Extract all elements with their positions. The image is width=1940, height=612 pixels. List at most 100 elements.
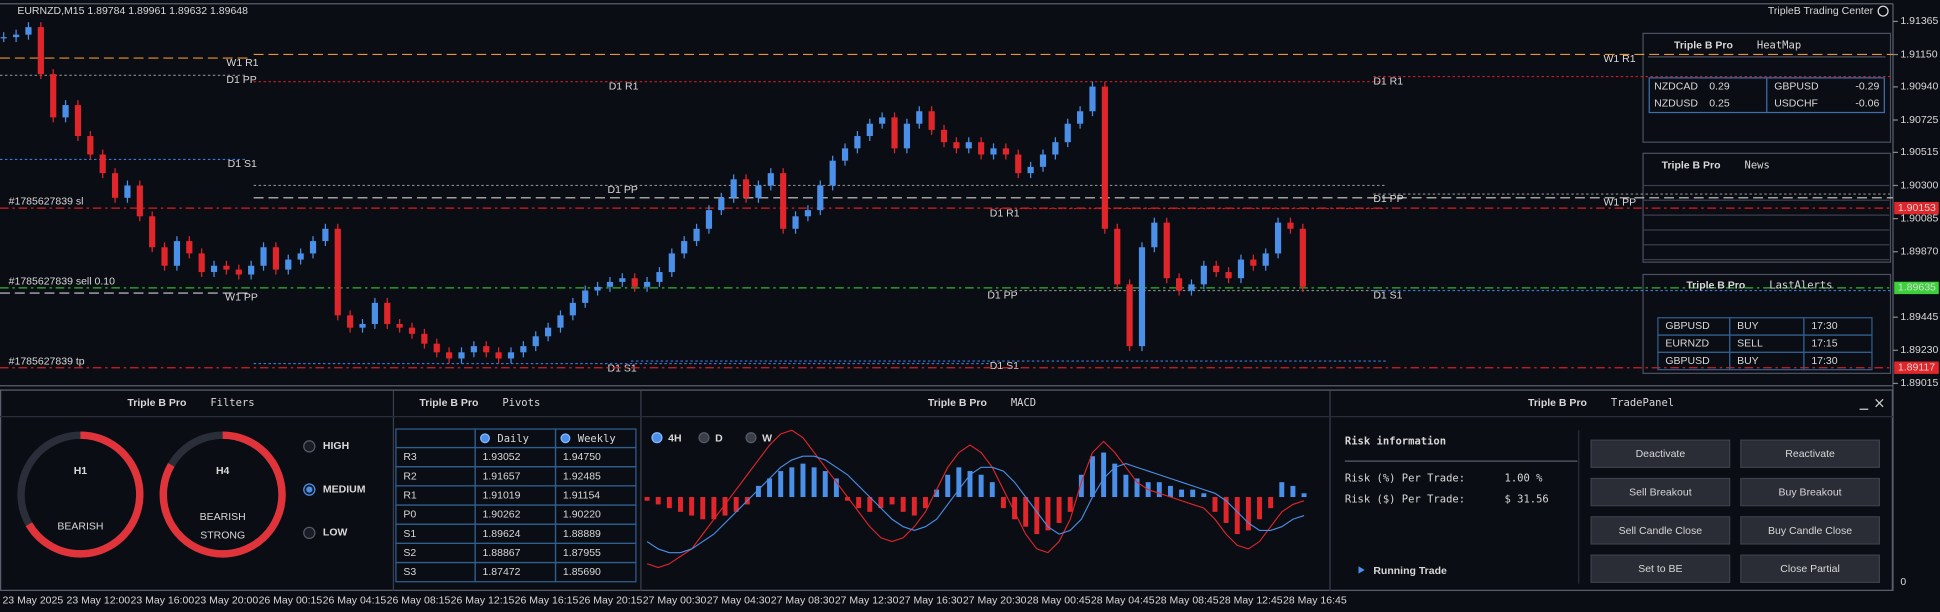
histogram-bar — [1179, 489, 1185, 498]
candle — [408, 327, 416, 334]
candle — [532, 336, 539, 347]
level-label: D1 R1 — [1373, 75, 1403, 87]
histogram-bar — [822, 471, 828, 498]
candle — [458, 352, 465, 359]
gauge-arc — [25, 431, 144, 558]
candle — [866, 123, 873, 137]
pivot-cell: 1.87472 — [483, 566, 521, 578]
x-tick-label: 27 May 08:30 — [771, 595, 835, 607]
x-tick-label: 28 May 00:45 — [1027, 595, 1091, 607]
candle — [668, 253, 675, 273]
candle — [483, 346, 490, 353]
candle — [1015, 154, 1022, 174]
button[interactable] — [1590, 439, 1731, 468]
histogram-bar — [1301, 493, 1307, 498]
table-cell — [554, 561, 637, 583]
candle — [643, 281, 651, 287]
candle — [334, 228, 341, 316]
histogram-bar — [1279, 482, 1285, 498]
expand-arrow[interactable] — [1358, 566, 1365, 574]
histogram-bar — [845, 497, 850, 501]
section-title: Risk information — [1345, 435, 1446, 447]
alert-cell: EURNZD — [1665, 337, 1709, 349]
candle — [928, 111, 935, 130]
y-tick-label: 1.89870 — [1900, 246, 1938, 258]
pivot-cell: 1.88867 — [483, 547, 521, 559]
radio[interactable] — [698, 432, 710, 444]
histogram-bar — [644, 497, 650, 501]
button-label[interactable]: Buy Breakout — [1779, 486, 1842, 498]
candle — [755, 185, 762, 198]
button-label[interactable]: Sell Breakout — [1629, 486, 1692, 498]
level-label: D1 PP — [1373, 193, 1403, 205]
level-option: HIGH — [323, 440, 349, 452]
radio[interactable] — [651, 432, 663, 444]
y-tick-label: 1.89015 — [1900, 377, 1938, 389]
button[interactable] — [1590, 477, 1731, 507]
candle — [507, 352, 515, 359]
risk-label: Risk ($) Per Trade: — [1345, 493, 1465, 505]
button-label[interactable]: Buy Candle Close — [1768, 525, 1852, 537]
price-tag — [1894, 201, 1939, 215]
alert-cell: 17:30 — [1811, 320, 1837, 332]
panel-title: Pivots — [502, 397, 540, 409]
panel-brand: Triple B Pro — [419, 397, 478, 409]
candle — [693, 228, 700, 242]
pivot-cell: 1.87955 — [563, 547, 601, 559]
candle — [557, 315, 564, 328]
x-tick-label: 26 May 16:15 — [515, 595, 579, 607]
candle — [1237, 259, 1245, 279]
histogram-bar — [1056, 497, 1062, 523]
candle — [891, 117, 898, 149]
candle — [1052, 142, 1059, 155]
radio[interactable] — [480, 433, 490, 444]
pivot-cell: 1.92485 — [563, 470, 601, 482]
button[interactable] — [1740, 516, 1880, 545]
candle — [1002, 148, 1009, 155]
y-tick-label: 1.90725 — [1900, 114, 1938, 126]
button[interactable] — [1740, 477, 1880, 507]
histogram-bar — [911, 497, 917, 516]
candle — [804, 210, 812, 217]
button-label[interactable]: Sell Candle Close — [1619, 525, 1703, 537]
radio[interactable] — [560, 433, 571, 444]
button[interactable] — [1740, 439, 1880, 468]
x-tick-label: 26 May 20:15 — [579, 595, 643, 607]
histogram-bar — [1290, 485, 1296, 498]
button-label[interactable]: Reactivate — [1785, 448, 1835, 460]
candle — [1114, 228, 1121, 285]
gauge-arc — [159, 431, 286, 558]
candle — [829, 160, 836, 186]
alert-cell: GBPUSD — [1665, 320, 1710, 332]
candle — [272, 247, 279, 270]
close-button[interactable] — [1875, 398, 1884, 408]
candle — [742, 179, 750, 198]
candle — [879, 117, 886, 124]
candle — [309, 241, 317, 254]
radio[interactable] — [303, 440, 316, 453]
alert-cell: GBPUSD — [1665, 355, 1710, 367]
button-label[interactable]: Set to BE — [1638, 563, 1682, 575]
histogram-bar — [1101, 452, 1107, 498]
candle — [520, 346, 527, 353]
button-label[interactable]: Deactivate — [1636, 448, 1686, 460]
candle — [656, 272, 663, 282]
button-label[interactable]: Close Partial — [1780, 563, 1840, 575]
running-trade-toggle[interactable]: Running Trade — [1373, 565, 1447, 577]
button[interactable] — [1590, 554, 1731, 583]
histogram-bar — [900, 497, 906, 512]
candle — [446, 352, 453, 359]
histogram-bar — [1190, 489, 1196, 498]
button[interactable] — [1740, 554, 1880, 583]
risk-value: 1.00 % — [1504, 472, 1543, 484]
histogram-bar — [1045, 497, 1051, 531]
histogram-bar — [1167, 485, 1173, 498]
candle — [681, 241, 688, 254]
radio[interactable] — [303, 526, 316, 540]
candle — [198, 253, 205, 273]
pivot-cell: 1.85690 — [563, 566, 601, 578]
button[interactable] — [1590, 516, 1731, 545]
candle — [1299, 228, 1306, 287]
radio[interactable] — [745, 432, 757, 444]
histogram-bar — [778, 471, 784, 498]
